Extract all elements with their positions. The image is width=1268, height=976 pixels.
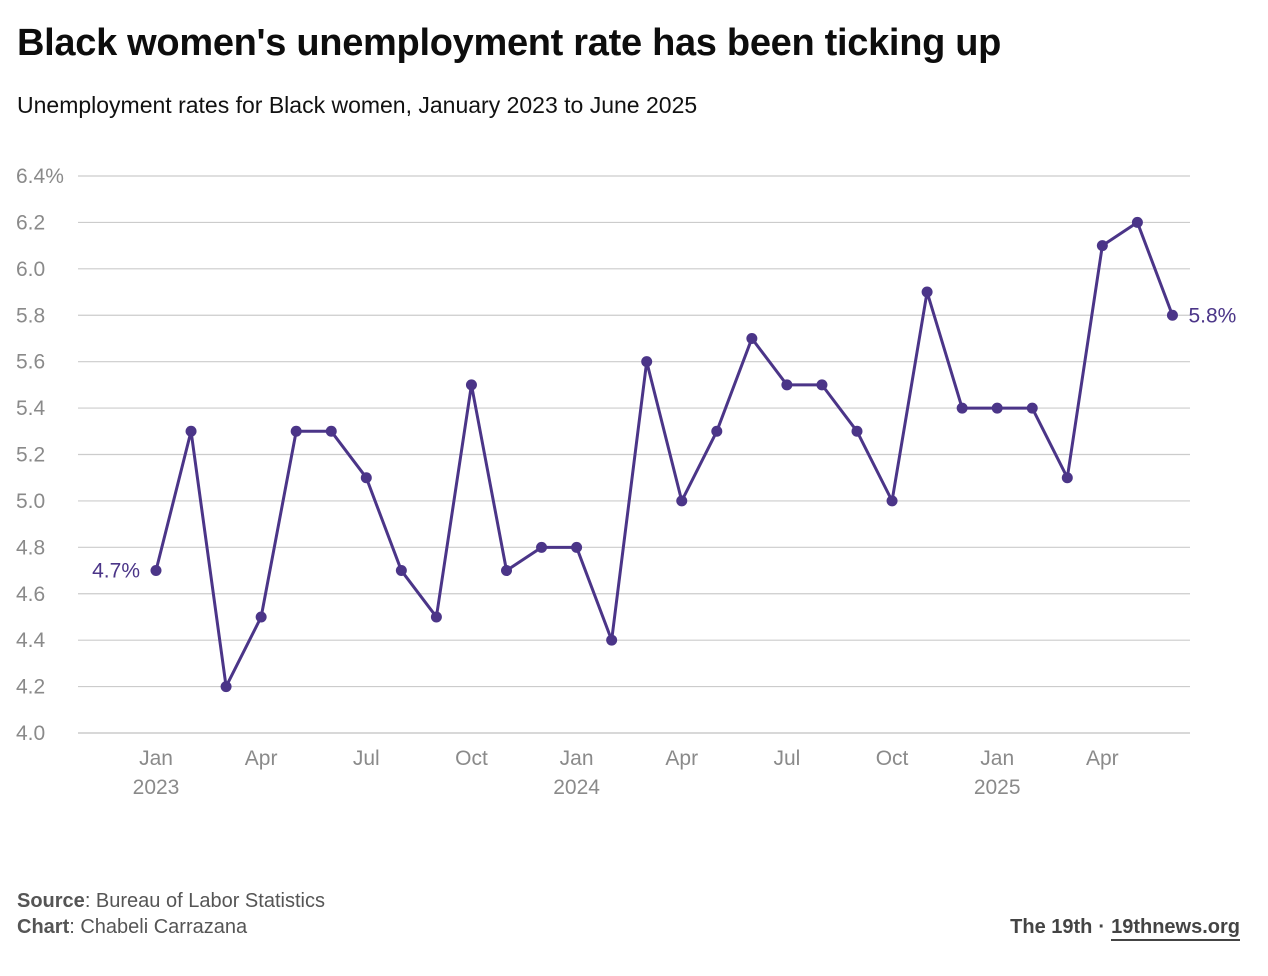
data-point [465,379,477,391]
data-point [711,425,723,437]
chart-credit-line: Chart: Chabeli Carrazana [17,914,325,940]
gridlines [78,175,1190,734]
chart-credit-text: : Chabeli Carrazana [69,916,248,938]
x-tick-label: Jan [560,747,594,770]
data-point [676,495,688,507]
data-point [781,379,793,391]
y-tick-label: 5.2 [16,444,45,467]
data-point [220,681,232,693]
data-point [816,379,828,391]
line-chart: 4.0 4.2 4.4 4.6 4.8 5.0 5.2 5.4 5.6 5.8 6.0 6.2 6.4%… [16,165,1236,799]
data-point [606,634,618,646]
y-tick-label: 4.4 [16,629,46,652]
x-tick-label: Oct [876,747,909,770]
y-tick-label: 5.8 [16,304,45,327]
x-tick-label: Jan [980,747,1014,770]
y-tick-label: 6.4% [16,165,64,188]
data-point [991,402,1003,414]
site-link[interactable]: 19thnews.org [1111,916,1240,941]
y-tick-label: 5.6 [16,351,45,374]
series-unemployment-rate [150,216,1178,693]
x-tick-label: Jan [139,747,173,770]
y-tick-label: 6.0 [16,258,45,281]
x-tick-label: Apr [1086,747,1119,770]
data-point [956,402,968,414]
x-tick-label: Oct [455,747,488,770]
chart-subtitle: Unemployment rates for Black women, Janu… [17,92,698,118]
y-axis-tick-labels: 4.0 4.2 4.4 4.6 4.8 5.0 5.2 5.4 5.6 5.8 6.0 6.2 6.4% [16,165,64,745]
y-tick-label: 4.6 [16,583,45,606]
y-tick-label: 6.2 [16,211,45,234]
y-tick-label: 5.0 [16,490,45,513]
data-point [1026,402,1038,414]
data-point [1131,216,1143,228]
source-line: Source: Bureau of Labor Statistics [17,888,325,914]
x-axis-tick-labels: Jan 2023 Apr Jul Oct Jan 2024 Apr Jul Oct Jan 2025 A… [133,747,1119,799]
data-point [1061,472,1073,484]
data-point [1166,309,1178,321]
x-tick-year-label: 2025 [974,776,1021,799]
x-tick-year-label: 2023 [133,776,180,799]
y-tick-label: 4.8 [16,536,45,559]
x-tick-label: Jul [773,747,800,770]
brand-name: The 19th [1010,916,1093,938]
credits: Source: Bureau of Labor Statistics Chart… [17,888,325,940]
data-point [395,565,407,577]
x-tick-label: Apr [245,747,278,770]
source-label: Source [17,890,85,912]
data-point [290,425,302,437]
data-point [886,495,898,507]
data-point [536,541,548,553]
y-tick-label: 5.4 [16,397,46,420]
y-tick-label: 4.2 [16,676,45,699]
data-point [641,356,653,368]
data-point [430,611,442,623]
data-point [571,541,583,553]
data-point [921,286,933,298]
source-text: : Bureau of Labor Statistics [84,890,325,912]
data-point [360,472,372,484]
start-value-label: 4.7% [92,560,140,583]
x-tick-label: Jul [353,747,380,770]
data-point [746,332,758,344]
data-point [851,425,863,437]
data-point [255,611,267,623]
data-point [325,425,337,437]
chart-title: Black women's unemployment rate has been… [17,22,1002,64]
x-tick-label: Apr [665,747,698,770]
data-point [150,565,162,577]
data-point [501,565,512,577]
brand-footer: The 19th · 19thnews.org [1010,916,1240,941]
y-tick-label: 4.0 [16,722,45,745]
annotations: 4.7% 5.8% [92,304,1236,582]
chart-credit-label: Chart [17,916,70,938]
end-value-label: 5.8% [1188,304,1236,327]
data-point [1096,240,1108,252]
data-point [185,425,197,437]
x-tick-year-label: 2024 [553,776,600,799]
series-line [154,220,1174,689]
separator-dot: · [1098,916,1106,938]
